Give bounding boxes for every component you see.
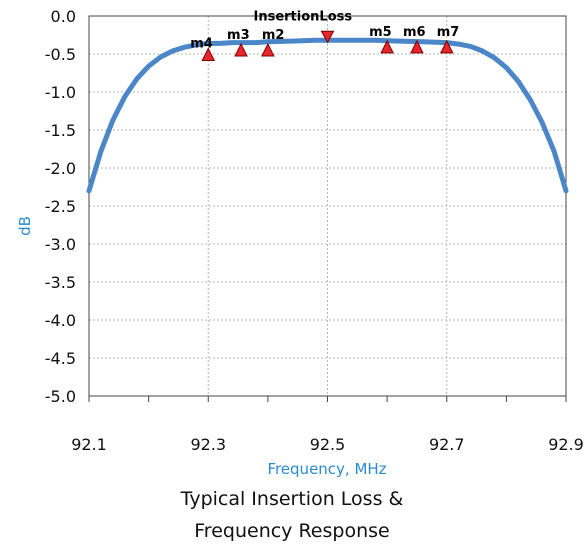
marker-label-m3: m3 <box>227 28 250 43</box>
series-line-insertion-loss <box>86 37 569 194</box>
x-axis-ticks: 92.1 92.3 92.5 92.7 92.9 <box>71 396 584 454</box>
y-tick-label: -1.5 <box>45 121 76 140</box>
y-tick-label: -3.0 <box>45 235 76 254</box>
chart-title-line-1: Typical Insertion Loss & <box>180 488 404 510</box>
chart-title-line-2: Frequency Response <box>194 520 390 542</box>
x-tick-label: 92.1 <box>71 435 107 454</box>
y-tick-label: -0.5 <box>45 45 76 64</box>
marker-m7 <box>439 39 454 54</box>
marker-m3 <box>234 42 248 57</box>
marker-m2 <box>261 42 275 57</box>
marker-label-m6: m6 <box>403 25 426 40</box>
y-axis-label: dB <box>16 216 34 236</box>
marker-label-m2: m2 <box>262 28 285 43</box>
marker-label-m7: m7 <box>437 25 460 40</box>
y-tick-label: -4.5 <box>45 349 76 368</box>
x-tick-label: 92.5 <box>310 435 346 454</box>
grid <box>89 15 566 397</box>
x-axis-label: Frequency, MHz <box>267 460 386 478</box>
chart: 0.0 -0.5 -1.0 -1.5 -2.0 -2.5 -3.0 -3.5 -4.0 -4.5 -… <box>16 7 584 478</box>
x-tick-label: 92.9 <box>548 435 584 454</box>
y-tick-label: -1.0 <box>45 83 76 102</box>
y-tick-label: -5.0 <box>45 387 76 406</box>
y-axis-ticks: 0.0 -0.5 -1.0 -1.5 -2.0 -2.5 -3.0 -3.5 -4.0 -4.5 -… <box>45 7 76 406</box>
y-tick-label: 0.0 <box>51 7 76 26</box>
x-tick-label: 92.3 <box>190 435 226 454</box>
markers-group: m4 m3 m2 InsertionLoss m5 m6 m7 <box>190 9 460 62</box>
marker-m5 <box>380 39 394 54</box>
marker-m6 <box>410 39 424 54</box>
marker-label-insertionloss: InsertionLoss <box>254 9 353 24</box>
marker-m4 <box>201 47 216 62</box>
marker-label-m5: m5 <box>369 25 392 40</box>
y-tick-label: -2.5 <box>45 197 76 216</box>
series-group <box>86 37 569 194</box>
y-tick-label: -3.5 <box>45 273 76 292</box>
x-tick-label: 92.7 <box>429 435 465 454</box>
marker-insertionloss <box>320 30 335 44</box>
y-tick-label: -2.0 <box>45 159 76 178</box>
y-tick-label: -4.0 <box>45 311 76 330</box>
marker-label-m4: m4 <box>190 37 213 52</box>
